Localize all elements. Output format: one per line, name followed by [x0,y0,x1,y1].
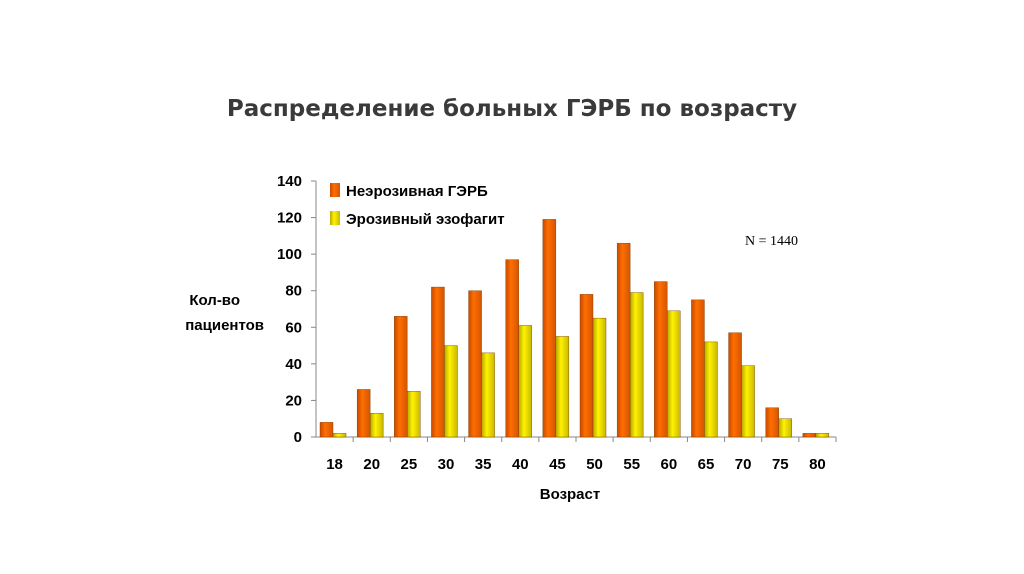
bar-erosive-20 [369,413,384,438]
x-tick-label: 80 [809,456,826,473]
bar-non-erosive-55 [616,242,631,438]
y-tick-label: 140 [277,173,302,190]
x-tick-label: 45 [549,456,566,473]
y-tick-label: 80 [285,283,302,300]
x-tick-label: 65 [698,456,715,473]
y-axis-label-line1: Кол-во [189,292,240,309]
bar-non-erosive-45 [542,219,557,438]
y-tick-label: 120 [277,210,302,227]
x-tick-label: 70 [735,456,752,473]
bar-non-erosive-70 [728,332,742,438]
x-tick-label: 40 [512,456,529,473]
bar-erosive-25 [407,391,421,438]
bar-non-erosive-18 [319,422,334,438]
bar-non-erosive-80 [802,433,817,438]
x-tick-label: 50 [586,456,603,473]
bar-erosive-18 [332,433,347,438]
bar-erosive-45 [555,336,570,438]
x-tick-label: 55 [623,456,640,473]
bar-erosive-30 [444,345,458,438]
bar-non-erosive-75 [765,407,779,438]
bar-non-erosive-40 [505,259,519,438]
bar-erosive-70 [741,365,755,438]
legend-label-1: Эрозивный эзофагит [346,211,505,228]
bar-erosive-80 [815,433,830,438]
y-tick-label: 40 [285,356,302,373]
legend-label-0: Неэрозивная ГЭРБ [346,183,488,200]
bar-non-erosive-65 [691,299,705,438]
sample-size-annotation: N = 1440 [745,234,798,249]
bar-non-erosive-20 [356,389,371,438]
bar-erosive-60 [667,310,681,438]
bar-erosive-55 [629,292,644,438]
x-tick-label: 60 [661,456,678,473]
y-tick-label: 0 [294,429,302,446]
x-tick-label: 30 [438,456,455,473]
bar-non-erosive-50 [579,294,594,438]
y-axis-label-line2: пациентов [185,317,264,334]
chart-title: Распределение больных ГЭРБ по возрасту [226,96,798,122]
x-tick-label: 35 [475,456,492,473]
y-tick-label: 100 [277,246,302,263]
bar-erosive-75 [778,418,792,438]
bar-non-erosive-35 [468,290,482,438]
x-axis-label: Возраст [540,486,600,503]
legend-swatch-0 [330,183,340,197]
x-tick-label: 75 [772,456,789,473]
y-tick-label: 20 [285,392,302,409]
bar-non-erosive-25 [394,316,408,438]
bar-erosive-35 [481,352,495,438]
y-tick-label: 60 [285,319,302,336]
x-tick-label: 20 [363,456,380,473]
bar-erosive-40 [518,325,532,438]
bar-non-erosive-60 [654,281,668,438]
x-tick-label: 25 [401,456,418,473]
bar-erosive-65 [704,341,718,438]
x-tick-label: 18 [326,456,343,473]
legend-swatch-1 [330,211,340,225]
bar-erosive-50 [592,317,607,438]
bar-non-erosive-30 [431,286,445,438]
